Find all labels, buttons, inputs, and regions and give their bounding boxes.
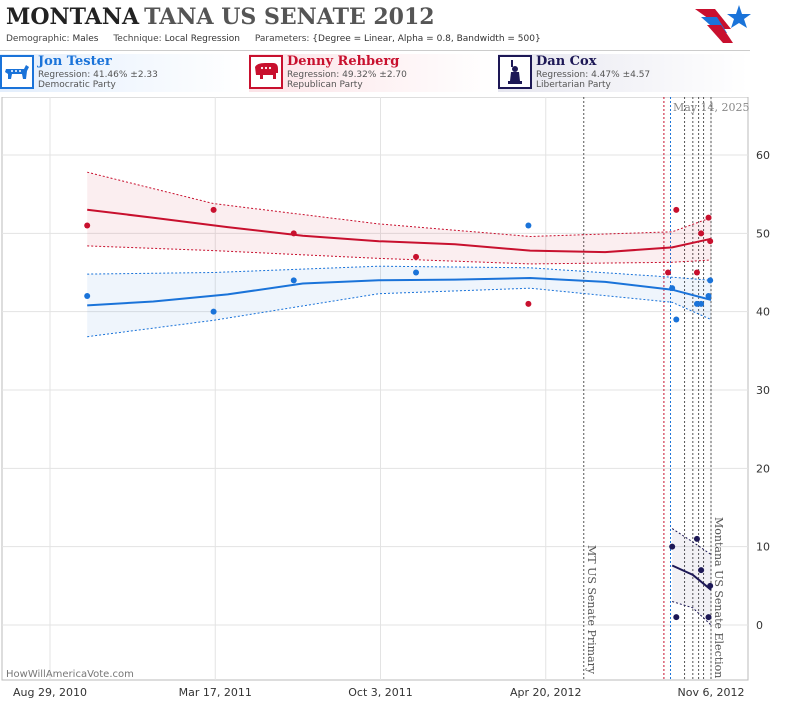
event-annotation: MT US Senate Primary xyxy=(585,545,598,675)
poll-point xyxy=(673,206,680,213)
poll-point xyxy=(693,269,700,276)
lower-bound-line xyxy=(672,601,712,626)
poll-point xyxy=(698,230,705,237)
candidate-regression: Regression: 49.32% ±2.70 xyxy=(287,70,407,80)
poll-point xyxy=(707,277,714,284)
poll-point xyxy=(673,614,680,621)
parameters-label: Parameters: xyxy=(254,34,310,44)
x-tick-label: Nov 6, 2012 xyxy=(677,686,745,699)
x-tick-label: Mar 17, 2011 xyxy=(178,686,252,699)
candidate-rehberg[interactable]: Denny Rehberg Regression: 49.32% ±2.70 R… xyxy=(249,54,494,92)
event-annotation: Montana US Senate Election xyxy=(712,517,725,678)
candidate-name: Denny Rehberg xyxy=(287,54,400,69)
technique-value: Local Regression xyxy=(164,34,240,44)
candidate-name: Jon Tester xyxy=(38,54,112,69)
y-tick-label: 60 xyxy=(756,149,770,162)
poll-point xyxy=(693,535,700,542)
regression-line xyxy=(671,564,712,591)
poll-point xyxy=(698,567,705,574)
candidate-name: Dan Cox xyxy=(536,54,597,69)
demographic-value: Males xyxy=(72,34,99,44)
site-logo-icon[interactable] xyxy=(693,3,751,49)
lower-bound-line xyxy=(87,245,712,265)
chart-plot: 0 10 20 30 40 50 60 MT US Senate Primary Montana… xyxy=(1,97,770,681)
poll-point xyxy=(673,316,680,323)
title-state: MONTANA xyxy=(6,4,140,30)
poll-point xyxy=(693,300,700,307)
y-tick-label: 0 xyxy=(756,619,763,632)
elephant-icon xyxy=(249,55,283,89)
regression-line xyxy=(87,208,712,254)
technique-label: Technique: xyxy=(113,34,162,44)
poll-point xyxy=(290,230,297,237)
candidate-party: Republican Party xyxy=(287,80,363,90)
poll-point xyxy=(705,214,712,221)
upper-bound-line xyxy=(87,171,712,238)
x-tick-label: Oct 3, 2011 xyxy=(348,686,413,699)
demographic-label: Demographic: xyxy=(6,34,70,44)
x-tick-label: Apr 20, 2012 xyxy=(509,686,582,699)
poll-point xyxy=(669,543,676,550)
candidate-regression: Regression: 4.47% ±4.57 xyxy=(536,70,651,80)
y-tick-label: 50 xyxy=(756,227,770,240)
poll-point xyxy=(525,300,532,307)
candidate-tester[interactable]: Jon Tester Regression: 41.46% ±2.33 Demo… xyxy=(0,54,245,92)
y-tick-label: 20 xyxy=(756,462,770,475)
poll-point xyxy=(705,614,712,621)
chart-title: MONTANA TANA US SENATE 2012 xyxy=(6,4,435,34)
candidate-regression: Regression: 41.46% ±2.33 xyxy=(38,70,158,80)
poll-point xyxy=(413,253,420,260)
header-divider xyxy=(0,50,750,51)
confidence-band xyxy=(87,172,711,264)
regression-line xyxy=(87,276,712,307)
poll-point xyxy=(665,269,672,276)
upper-bound-line xyxy=(671,528,712,555)
candidate-cox[interactable]: Dan Cox Regression: 4.47% ±4.57 Libertar… xyxy=(498,54,748,92)
candidate-party: Democratic Party xyxy=(38,80,116,90)
poll-point xyxy=(84,222,91,229)
poll-point xyxy=(84,293,91,299)
y-tick-label: 40 xyxy=(756,306,770,319)
poll-point xyxy=(210,308,217,315)
donkey-icon xyxy=(0,55,34,89)
poll-point xyxy=(705,293,712,299)
site-credit[interactable]: HowWillAmericaVote.com xyxy=(6,669,134,680)
x-tick-label: Aug 29, 2010 xyxy=(13,686,87,699)
title-race: TANA US SENATE 2012 xyxy=(144,4,435,30)
plot-frame xyxy=(1,97,749,681)
y-tick-label: 30 xyxy=(756,384,770,397)
parameters-line: Demographic: Males Technique: Local Regr… xyxy=(6,34,553,44)
poll-point xyxy=(669,285,676,292)
poll-point xyxy=(290,277,297,284)
poll-point xyxy=(707,238,714,245)
lower-bound-line xyxy=(87,287,712,338)
date-stamp: May 14, 2025 xyxy=(673,101,750,114)
y-tick-label: 10 xyxy=(756,541,770,554)
poll-point xyxy=(525,222,532,229)
statue-of-liberty-icon xyxy=(498,55,532,89)
poll-point xyxy=(698,300,705,307)
poll-point xyxy=(707,582,714,589)
parameters-value: {Degree = Linear, Alpha = 0.8, Bandwidth… xyxy=(312,34,541,44)
upper-bound-line xyxy=(87,265,712,281)
confidence-band xyxy=(672,528,711,625)
poll-point xyxy=(413,269,420,276)
candidate-legend: Jon Tester Regression: 41.46% ±2.33 Demo… xyxy=(0,54,750,94)
candidate-party: Libertarian Party xyxy=(536,80,611,90)
confidence-band xyxy=(87,266,711,337)
poll-point xyxy=(210,206,217,213)
